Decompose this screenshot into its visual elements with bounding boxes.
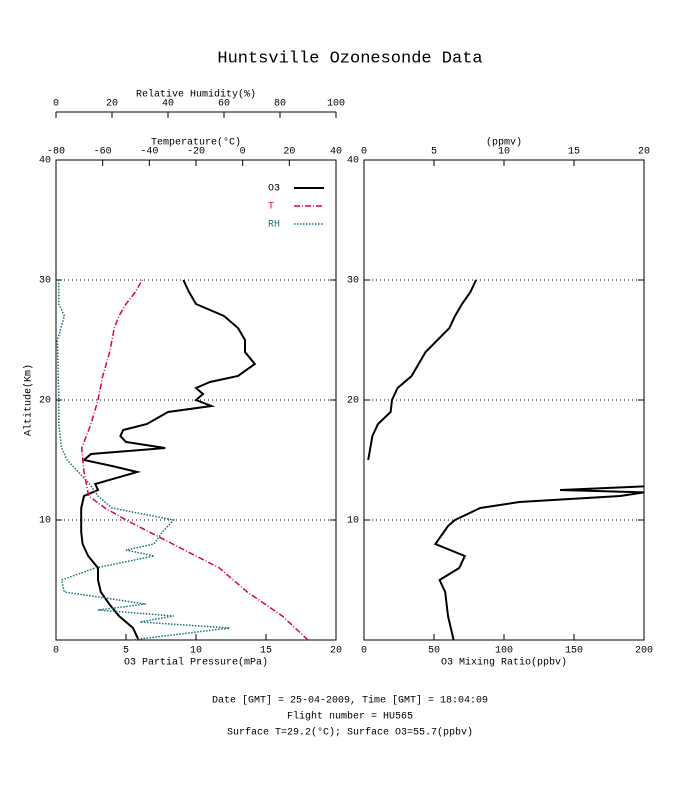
x-tick-label: 0: [361, 646, 367, 657]
x-tick-label: 50: [428, 646, 440, 657]
x-tick-label: 100: [495, 646, 513, 657]
x3-tick-label: 40: [162, 99, 174, 110]
footer-line: Surface T=29.2(°C); Surface O3=55.7(ppbv…: [227, 727, 473, 739]
legend-label: O3: [268, 184, 280, 195]
y-tick-label: 30: [347, 276, 359, 287]
y-tick-label: 40: [39, 156, 51, 167]
x3-tick-label: 60: [218, 99, 230, 110]
title: Huntsville Ozonesonde Data: [217, 49, 482, 68]
x-axis-label: O3 Mixing Ratio(ppbv): [441, 657, 567, 669]
x-tick-label: 5: [123, 646, 129, 657]
y-tick-label: 20: [39, 396, 51, 407]
series-line: [367, 279, 645, 641]
x-tick-label: 0: [53, 646, 59, 657]
x2-tick-label: 20: [283, 147, 295, 158]
x-tick-label: 10: [190, 646, 202, 657]
y-tick-label: 10: [39, 516, 51, 527]
series-line: [80, 279, 257, 641]
x2-tick-label: 0: [361, 147, 367, 158]
x-axis-label: O3 Partial Pressure(mPa): [124, 657, 268, 669]
x2-tick-label: 10: [498, 147, 510, 158]
x3-tick-label: 80: [274, 99, 286, 110]
x-tick-label: 20: [330, 646, 342, 657]
series-line: [56, 280, 230, 641]
x2-tick-label: 40: [330, 147, 342, 158]
x2-axis-label: (ppmv): [486, 137, 522, 149]
x2-tick-label: -60: [94, 147, 112, 158]
x2-tick-label: -40: [140, 147, 158, 158]
y-tick-label: 10: [347, 516, 359, 527]
x2-tick-label: -80: [47, 147, 65, 158]
x2-tick-label: 5: [431, 147, 437, 158]
legend-label: T: [268, 202, 274, 213]
y-tick-label: 40: [347, 156, 359, 167]
x3-tick-label: 20: [106, 99, 118, 110]
x2-axis-label: Temperature(°C): [151, 137, 241, 149]
legend-label: RH: [268, 220, 280, 231]
x-tick-label: 150: [565, 646, 583, 657]
x3-tick-label: 100: [327, 99, 345, 110]
x2-tick-label: 0: [240, 147, 246, 158]
x3-axis-label: Relative Humidity(%): [136, 89, 256, 101]
y-tick-label: 20: [347, 396, 359, 407]
series-line: [80, 279, 309, 641]
x-tick-label: 200: [635, 646, 653, 657]
x2-tick-label: 20: [638, 147, 650, 158]
x-tick-label: 15: [260, 646, 272, 657]
x3-tick-label: 0: [53, 99, 59, 110]
footer-line: Flight number = HU565: [287, 711, 413, 723]
x2-tick-label: 15: [568, 147, 580, 158]
footer-line: Date [GMT] = 25-04-2009, Time [GMT] = 18…: [212, 695, 488, 707]
y-tick-label: 30: [39, 276, 51, 287]
x2-tick-label: -20: [187, 147, 205, 158]
y-axis-label: Altitude(Km): [23, 364, 35, 436]
